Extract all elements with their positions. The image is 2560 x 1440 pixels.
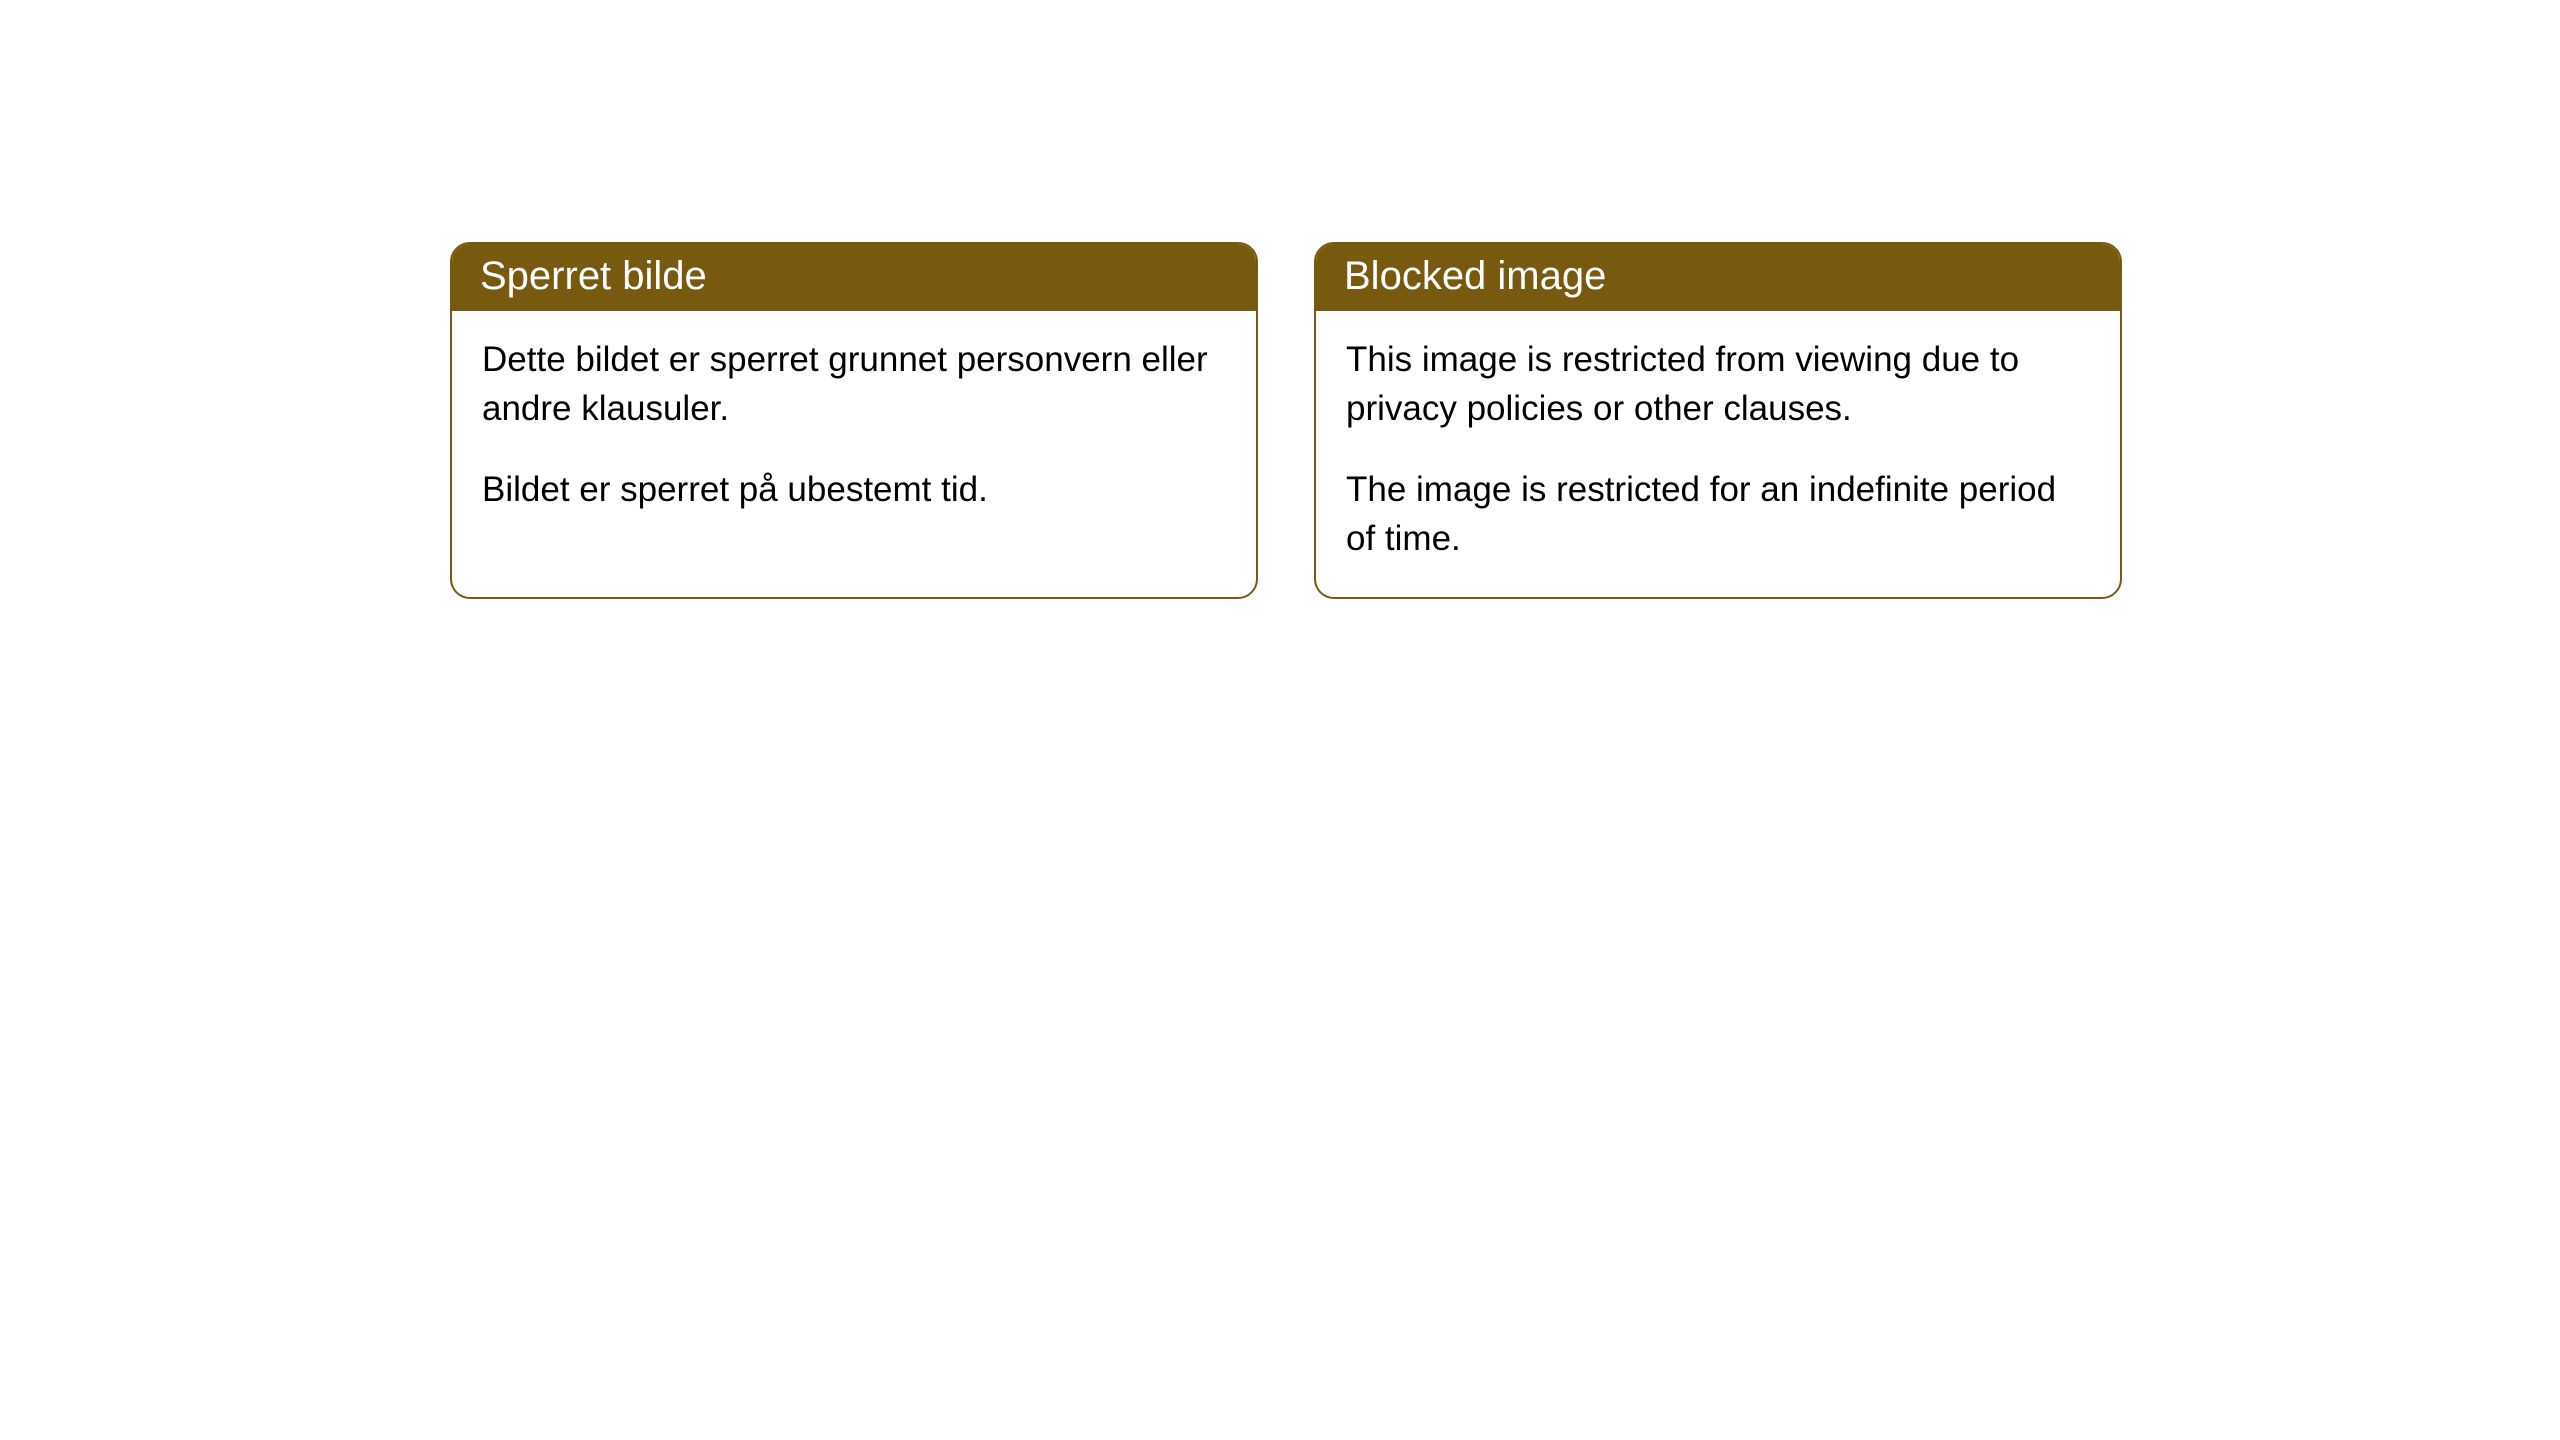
blocked-image-card-english: Blocked image This image is restricted f… [1314, 242, 2122, 599]
card-header: Sperret bilde [452, 244, 1256, 311]
card-header: Blocked image [1316, 244, 2120, 311]
blocked-image-card-norwegian: Sperret bilde Dette bildet er sperret gr… [450, 242, 1258, 599]
card-paragraph: This image is restricted from viewing du… [1346, 335, 2090, 433]
card-body: Dette bildet er sperret grunnet personve… [452, 311, 1256, 548]
card-paragraph: Bildet er sperret på ubestemt tid. [482, 465, 1226, 514]
cards-container: Sperret bilde Dette bildet er sperret gr… [0, 0, 2560, 599]
card-title: Blocked image [1344, 254, 1606, 298]
card-body: This image is restricted from viewing du… [1316, 311, 2120, 597]
card-paragraph: Dette bildet er sperret grunnet personve… [482, 335, 1226, 433]
card-paragraph: The image is restricted for an indefinit… [1346, 465, 2090, 563]
card-title: Sperret bilde [480, 254, 707, 298]
